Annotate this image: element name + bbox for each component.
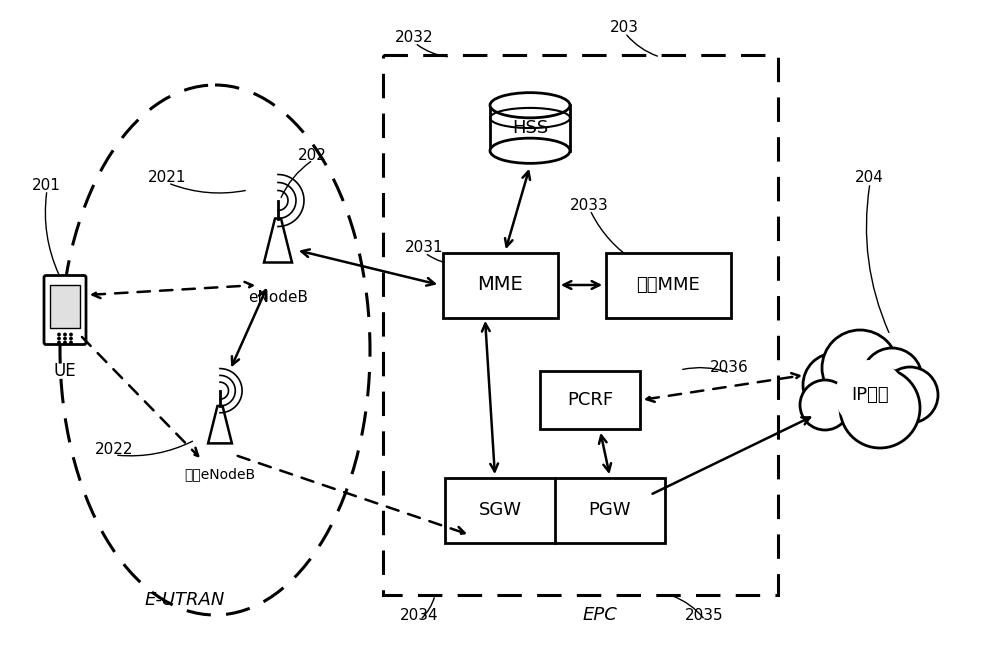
Text: E-UTRAN: E-UTRAN — [145, 591, 225, 609]
Circle shape — [862, 348, 922, 408]
Circle shape — [58, 341, 60, 344]
Circle shape — [840, 368, 920, 448]
Text: 2031: 2031 — [405, 241, 444, 255]
Ellipse shape — [490, 138, 570, 163]
Text: 201: 201 — [32, 177, 61, 192]
Text: 2034: 2034 — [400, 608, 439, 622]
Circle shape — [64, 341, 66, 344]
Circle shape — [70, 341, 72, 344]
Bar — [490, 105, 570, 151]
Bar — [442, 252, 558, 317]
Circle shape — [58, 337, 60, 340]
Text: 2033: 2033 — [570, 197, 609, 212]
Ellipse shape — [490, 93, 570, 118]
Text: 202: 202 — [298, 148, 327, 163]
Text: PCRF: PCRF — [567, 391, 613, 409]
Circle shape — [64, 333, 66, 335]
Text: 其它MME: 其它MME — [636, 276, 700, 294]
Circle shape — [800, 380, 850, 430]
Bar — [445, 477, 665, 542]
Circle shape — [64, 337, 66, 340]
Bar — [50, 284, 80, 328]
Text: 2035: 2035 — [685, 608, 724, 622]
Circle shape — [58, 333, 60, 335]
Circle shape — [70, 337, 72, 340]
Text: UE: UE — [54, 362, 76, 380]
FancyBboxPatch shape — [44, 275, 86, 344]
Text: IP业务: IP业务 — [851, 386, 889, 404]
Text: 其它eNodeB: 其它eNodeB — [184, 467, 256, 481]
Text: 2021: 2021 — [148, 170, 186, 186]
Circle shape — [822, 330, 898, 406]
Circle shape — [882, 367, 938, 423]
Bar — [383, 55, 778, 595]
Text: HSS: HSS — [512, 119, 548, 137]
Circle shape — [835, 360, 905, 430]
Text: 2032: 2032 — [395, 30, 434, 46]
Text: EPC: EPC — [583, 606, 617, 624]
Text: SGW: SGW — [479, 501, 522, 519]
Polygon shape — [264, 219, 292, 263]
Bar — [606, 252, 730, 317]
Text: 203: 203 — [610, 21, 639, 35]
Text: PGW: PGW — [589, 501, 631, 519]
Text: 2022: 2022 — [95, 442, 134, 457]
Text: MME: MME — [477, 275, 523, 295]
Polygon shape — [208, 406, 232, 443]
Bar — [540, 371, 640, 429]
Circle shape — [70, 333, 72, 335]
Circle shape — [803, 353, 867, 417]
Text: eNodeB: eNodeB — [248, 290, 308, 305]
Text: 204: 204 — [855, 170, 884, 186]
Text: 2036: 2036 — [710, 361, 749, 375]
